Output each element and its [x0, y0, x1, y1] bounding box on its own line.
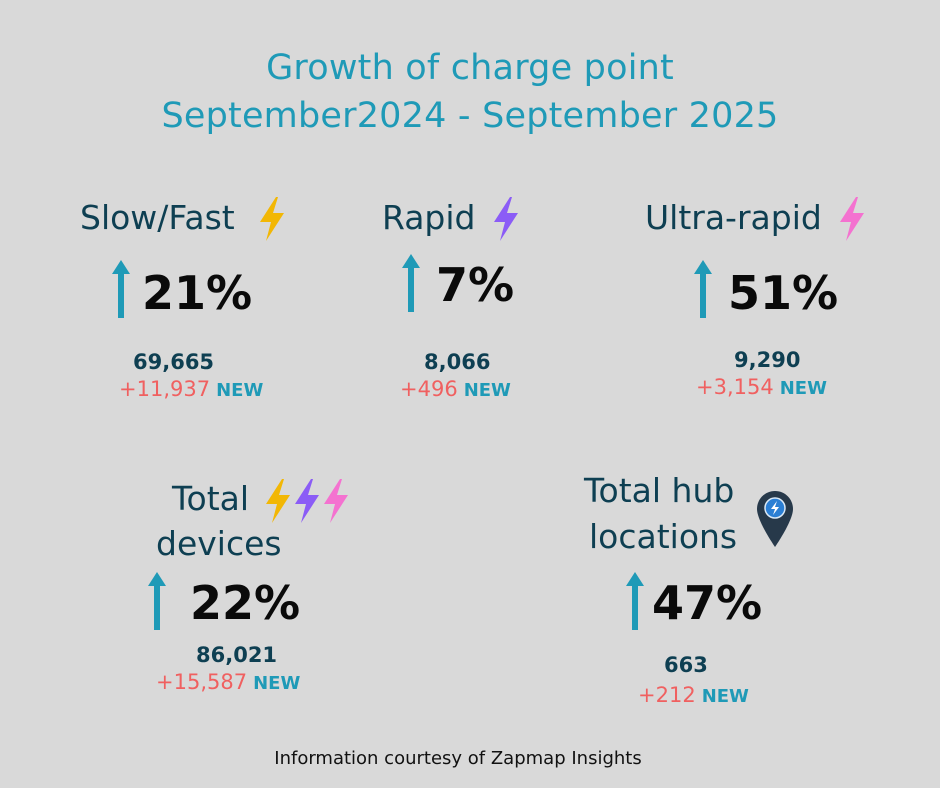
map-pin-charger-icon	[757, 491, 793, 547]
stat-increase-line: +3,154 NEW	[696, 374, 827, 402]
up-arrow-icon	[626, 572, 644, 630]
three-lightning-bolts-icon	[266, 479, 348, 523]
stat-label-line-1: Total	[172, 479, 250, 518]
stat-increase: +212	[638, 683, 696, 707]
lightning-bolt-yellow-icon	[260, 197, 284, 241]
stat-increase-line: +11,937 NEW	[119, 376, 263, 404]
stat-total: 9,290	[734, 348, 801, 372]
stat-increase: +15,587	[156, 670, 248, 694]
stat-percent: 21%	[142, 266, 253, 320]
stat-increase-line: +15,587 NEW	[156, 669, 300, 697]
new-tag: NEW	[779, 378, 827, 399]
stat-label: Ultra-rapid	[645, 198, 822, 237]
new-tag: NEW	[463, 380, 511, 401]
stat-total: 8,066	[424, 350, 491, 374]
lightning-bolt-purple-icon	[494, 197, 518, 241]
stat-increase-line: +212 NEW	[638, 682, 749, 710]
stat-increase: +3,154	[696, 375, 774, 399]
stat-label-line-2: locations	[589, 517, 738, 556]
up-arrow-icon	[112, 260, 130, 318]
stat-increase-line: +496 NEW	[400, 376, 511, 404]
up-arrow-icon	[402, 254, 420, 312]
stat-label: Slow/Fast	[80, 198, 235, 237]
title-line-1: Growth of charge point	[266, 48, 674, 88]
stat-label-line-1: Total hub	[584, 471, 735, 510]
stat-label: Rapid	[382, 198, 476, 237]
stat-total: 663	[664, 653, 708, 677]
new-tag: NEW	[701, 686, 749, 707]
page-title: Growth of charge point September2024 - S…	[0, 44, 940, 140]
stat-percent: 51%	[728, 266, 839, 320]
stat-percent: 47%	[652, 576, 763, 630]
stat-percent: 22%	[190, 576, 301, 630]
stat-percent: 7%	[436, 258, 515, 312]
stat-label-line-2: devices	[156, 524, 282, 563]
up-arrow-icon	[694, 260, 712, 318]
title-line-2: September2024 - September 2025	[161, 96, 779, 136]
stat-increase: +11,937	[119, 377, 211, 401]
stat-increase: +496	[400, 377, 458, 401]
stat-total: 69,665	[133, 350, 215, 374]
new-tag: NEW	[216, 380, 264, 401]
source-credit: Information courtesy of Zapmap Insights	[274, 748, 642, 769]
up-arrow-icon	[148, 572, 166, 630]
new-tag: NEW	[253, 673, 301, 694]
lightning-bolt-pink-icon	[840, 197, 864, 241]
stat-total: 86,021	[196, 643, 278, 667]
